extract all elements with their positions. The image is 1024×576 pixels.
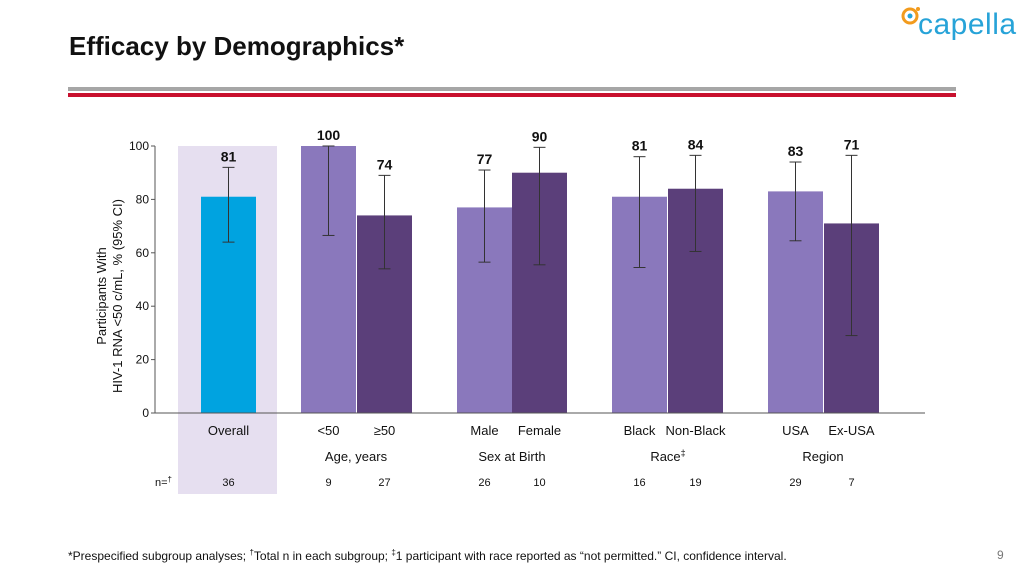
footnote-part1: *Prespecified subgroup analyses; xyxy=(68,549,250,563)
n-value: 27 xyxy=(378,477,390,489)
group-label-sup: ‡ xyxy=(681,448,686,458)
y-tick-label: 100 xyxy=(129,139,149,153)
page-title: Efficacy by Demographics* xyxy=(69,31,405,61)
group-label-text: Sex at Birth xyxy=(478,449,545,464)
n-value: 16 xyxy=(633,477,645,489)
footnote-sup2: ‡ xyxy=(391,548,396,557)
n-value: 19 xyxy=(689,477,701,489)
bar-value-label: 81 xyxy=(221,148,237,164)
n-label-sup: † xyxy=(168,475,172,484)
group-label-text: Age, years xyxy=(325,449,388,464)
category-label: Non-Black xyxy=(666,423,726,438)
n-label-text: n= xyxy=(155,477,168,489)
category-label: Overall xyxy=(208,423,249,438)
y-tick-label: 20 xyxy=(136,353,150,367)
footnote-part3: 1 participant with race reported as “not… xyxy=(395,549,787,563)
group-label-text: Race xyxy=(650,449,680,464)
bar-value-label: 81 xyxy=(632,138,648,154)
group-label: Sex at Birth xyxy=(478,449,545,464)
category-label: Female xyxy=(518,423,561,438)
n-value: 7 xyxy=(848,477,854,489)
bar-value-label: 90 xyxy=(532,128,548,144)
category-label: <50 xyxy=(317,423,339,438)
category-label: USA xyxy=(782,423,809,438)
category-label: ≥50 xyxy=(374,423,396,438)
bar-value-label: 83 xyxy=(788,143,804,159)
group-label-text: Region xyxy=(802,449,843,464)
capella-logo: capella xyxy=(898,4,1020,46)
category-label: Male xyxy=(470,423,498,438)
category-label: Black xyxy=(624,423,656,438)
bar-chart: 0 20 40 60 80 100 81 Overall 36 100 <50 9 74 ≥50 27 77 M… xyxy=(129,127,925,494)
group-label: Region xyxy=(802,449,843,464)
bar-value-label: 77 xyxy=(477,151,493,167)
footnote-part2: Total n in each subgroup; xyxy=(253,549,392,563)
category-label: Ex-USA xyxy=(828,423,875,438)
group-label: Age, years xyxy=(325,449,388,464)
logo-text: capella xyxy=(918,8,1017,41)
n-value: 26 xyxy=(478,477,490,489)
title-divider xyxy=(68,87,956,91)
n-value: 29 xyxy=(789,477,801,489)
y-tick-label: 0 xyxy=(142,406,149,420)
footnote: *Prespecified subgroup analyses; †Total … xyxy=(68,548,787,563)
group-label: Race‡ xyxy=(650,448,685,464)
n-value: 36 xyxy=(222,477,234,489)
footnote-sup1: † xyxy=(249,548,254,557)
bar-value-label: 100 xyxy=(317,127,341,143)
n-value: 10 xyxy=(533,477,545,489)
capella-logo-icon xyxy=(901,7,920,25)
n-label: n=† xyxy=(155,475,172,489)
bar-value-label: 74 xyxy=(377,156,393,172)
accent-divider xyxy=(68,93,956,97)
bar-value-label: 71 xyxy=(844,136,860,152)
page-number: 9 xyxy=(997,548,1004,562)
bar-value-label: 84 xyxy=(688,136,704,152)
y-tick-label: 80 xyxy=(136,192,150,206)
y-tick-label: 60 xyxy=(136,246,150,260)
y-tick-label: 40 xyxy=(136,299,150,313)
n-value: 9 xyxy=(325,477,331,489)
